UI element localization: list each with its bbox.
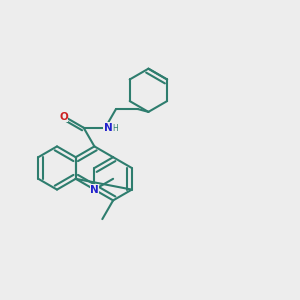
Text: H: H: [113, 124, 118, 134]
Text: O: O: [59, 112, 68, 122]
Text: N: N: [90, 184, 99, 195]
Text: N: N: [104, 123, 112, 133]
